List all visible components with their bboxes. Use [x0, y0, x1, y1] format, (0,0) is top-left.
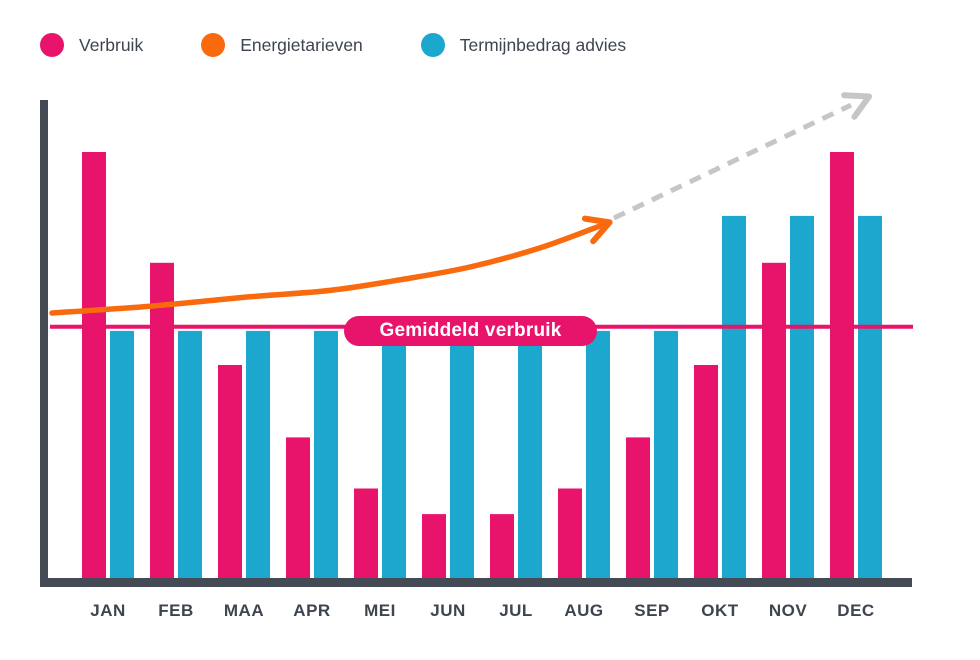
bar-termijnbedrag-apr — [314, 330, 338, 578]
x-axis — [40, 578, 912, 587]
x-axis-label-apr: APR — [293, 601, 330, 620]
y-axis — [40, 100, 48, 587]
x-axis-label-feb: FEB — [158, 601, 194, 620]
bar-verbruik-feb — [150, 262, 174, 578]
bar-termijnbedrag-maa — [246, 330, 270, 578]
bar-verbruik-jan — [82, 152, 106, 578]
legend-item-termijnbedrag: Termijnbedrag advies — [420, 33, 627, 57]
energietarieven-dot-icon — [201, 33, 226, 57]
bar-verbruik-apr — [286, 437, 310, 578]
bar-verbruik-maa — [218, 365, 242, 578]
bar-termijnbedrag-jan — [110, 330, 134, 578]
termijnbedrag-dot-icon — [420, 33, 445, 57]
bar-termijnbedrag-nov — [790, 215, 814, 578]
bar-verbruik-aug — [558, 488, 582, 578]
energietarieven-trend-curve — [49, 221, 607, 316]
legend-item-verbruik: Verbruik — [40, 33, 143, 57]
x-axis-label-okt: OKT — [701, 601, 739, 620]
bar-termijnbedrag-jun — [450, 330, 474, 578]
legend: Verbruik Energietarieven Termijnbedrag a… — [40, 33, 626, 57]
legend-item-energietarieven: Energietarieven — [201, 33, 363, 57]
bar-verbruik-nov — [762, 262, 786, 578]
bar-verbruik-mei — [354, 488, 378, 578]
x-axis-label-nov: NOV — [769, 601, 808, 620]
bar-termijnbedrag-sep — [654, 330, 678, 578]
bar-verbruik-jun — [422, 514, 446, 578]
legend-label-termijnbedrag: Termijnbedrag advies — [459, 34, 627, 55]
x-axis-label-maa: MAA — [224, 601, 264, 620]
verbruik-dot-icon — [40, 33, 64, 57]
legend-label-verbruik: Verbruik — [79, 34, 144, 55]
projection-arrowhead-icon — [841, 92, 873, 120]
bar-termijnbedrag-jul — [518, 330, 542, 578]
x-axis-label-jun: JUN — [430, 601, 466, 620]
x-axis-label-jul: JUL — [499, 601, 533, 620]
bar-verbruik-jul — [490, 514, 514, 578]
x-axis-label-dec: DEC — [837, 601, 874, 620]
energietarieven-arrowhead-icon — [581, 215, 613, 245]
x-axis-label-mei: MEI — [364, 601, 396, 620]
average-line-badge: Gemiddeld verbruik — [344, 316, 597, 346]
x-axis-label-aug: AUG — [564, 601, 603, 620]
bar-verbruik-okt — [694, 365, 718, 578]
bar-termijnbedrag-feb — [178, 330, 202, 578]
bar-verbruik-dec — [830, 152, 854, 578]
x-axis-label-jan: JAN — [90, 601, 126, 620]
legend-label-energietarieven: Energietarieven — [240, 34, 363, 55]
bar-verbruik-sep — [626, 437, 650, 578]
bar-termijnbedrag-aug — [586, 330, 610, 578]
bar-termijnbedrag-mei — [382, 330, 406, 578]
bar-termijnbedrag-okt — [722, 215, 746, 578]
bar-termijnbedrag-dec — [858, 215, 882, 578]
projection-dashed-line — [612, 102, 853, 221]
x-axis-label-sep: SEP — [634, 601, 670, 620]
